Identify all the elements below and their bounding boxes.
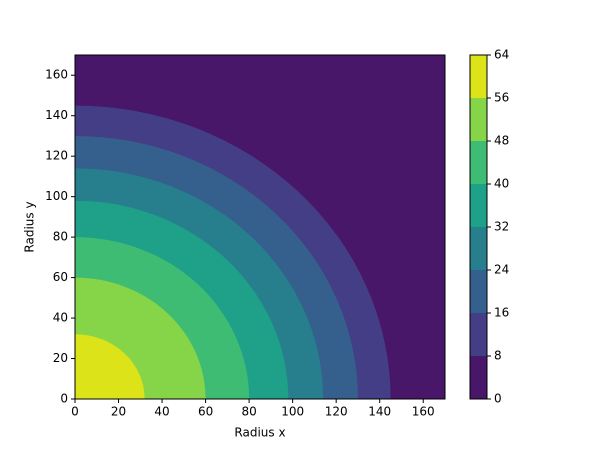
x-tick-label: 80: [241, 405, 256, 419]
x-tick-label: 20: [111, 405, 126, 419]
colorbar-band: [470, 356, 487, 399]
y-tick-label: 100: [45, 189, 68, 203]
colorbar-tick-label: 8: [494, 349, 502, 363]
colorbar-tick-label: 16: [494, 306, 509, 320]
y-tick-label: 120: [45, 149, 68, 163]
y-tick-label: 140: [45, 108, 68, 122]
x-tick-label: 160: [412, 405, 435, 419]
y-tick-label: 60: [53, 270, 68, 284]
x-tick-label: 40: [154, 405, 169, 419]
contour-group: [75, 105, 391, 399]
colorbar-tick-label: 48: [494, 134, 509, 148]
plot-frame: [74, 54, 446, 400]
y-tick-label: 0: [60, 392, 68, 406]
colorbar-tick-label: 24: [494, 263, 509, 277]
colorbar-band: [470, 227, 487, 270]
x-axis-label: Radius x: [234, 426, 285, 440]
y-axis-label: Radius y: [23, 201, 37, 252]
colorbar-band: [470, 55, 487, 98]
x-tick-label: 60: [198, 405, 213, 419]
y-tick-label: 20: [53, 351, 68, 365]
y-tick-label: 160: [45, 68, 68, 82]
x-tick-label: 120: [325, 405, 348, 419]
colorbar-tick-label: 0: [494, 392, 502, 406]
y-tick-label: 40: [53, 311, 68, 325]
y-tick-label: 80: [53, 230, 68, 244]
colorbar-tick-label: 56: [494, 91, 509, 105]
x-tick-label: 140: [368, 405, 391, 419]
colorbar-tick-label: 64: [494, 48, 509, 62]
colorbar-band: [470, 184, 487, 227]
colorbar-band: [470, 270, 487, 313]
x-tick-label: 100: [281, 405, 304, 419]
colorbar-tick-label: 32: [494, 220, 509, 234]
colorbar-band: [470, 313, 487, 356]
colorbar-tick-label: 40: [494, 177, 509, 191]
x-tick-label: 0: [71, 405, 79, 419]
colorbar-band: [470, 141, 487, 184]
colorbar-band: [470, 98, 487, 141]
contour-region: [75, 334, 145, 399]
